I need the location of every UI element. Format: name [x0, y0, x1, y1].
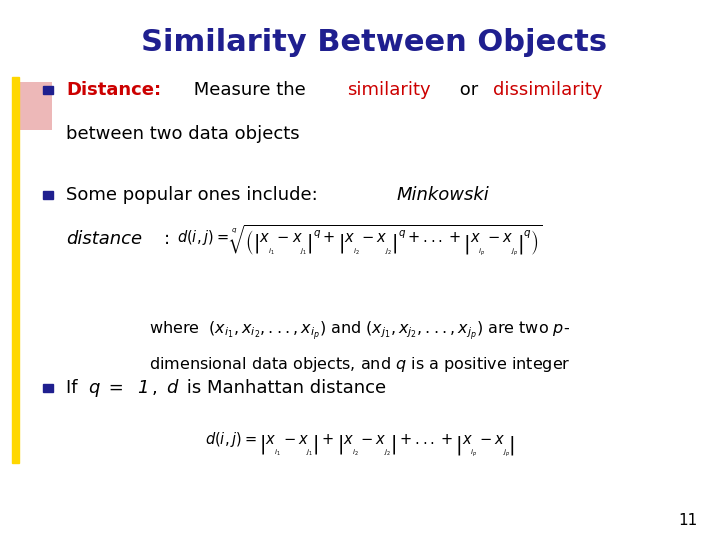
- Text: If: If: [66, 379, 84, 397]
- Text: Similarity Between Objects: Similarity Between Objects: [141, 28, 608, 57]
- Text: Distance:: Distance:: [66, 81, 161, 99]
- Text: :: :: [163, 230, 170, 248]
- Text: =: =: [103, 379, 129, 397]
- Text: dissimilarity: dissimilarity: [493, 81, 603, 99]
- Text: 11: 11: [678, 513, 697, 528]
- Text: $d(i,j)=\sqrt[q]{\left(\left|x_{\underset{i_1}{}}-x_{\underset{j_1}{}}\right|^q+: $d(i,j)=\sqrt[q]{\left(\left|x_{\underse…: [177, 223, 543, 258]
- Text: d: d: [166, 379, 178, 397]
- Text: where  $(x_{i_1}, x_{i_2}, ..., x_{i_p})$ and $(x_{j_1}, x_{j_2}, ..., x_{j_p})$: where $(x_{i_1}, x_{i_2}, ..., x_{i_p})$…: [150, 320, 570, 343]
- Bar: [42, 191, 53, 199]
- FancyBboxPatch shape: [16, 82, 52, 130]
- Bar: [12, 77, 19, 463]
- Text: between two data objects: between two data objects: [66, 125, 300, 143]
- Text: distance: distance: [66, 230, 142, 248]
- Text: q: q: [88, 379, 99, 397]
- Text: or: or: [454, 81, 485, 99]
- Text: ,: ,: [152, 379, 163, 397]
- Text: similarity: similarity: [347, 81, 431, 99]
- Bar: [42, 384, 53, 392]
- Text: dimensional data objects, and $q$ is a positive integer: dimensional data objects, and $q$ is a p…: [149, 355, 571, 374]
- Bar: [42, 86, 53, 94]
- Text: is Manhattan distance: is Manhattan distance: [181, 379, 386, 397]
- Text: Some popular ones include:: Some popular ones include:: [66, 186, 323, 204]
- Text: 1: 1: [137, 379, 148, 397]
- Text: $d(i,j)=\left|x_{\underset{i_1}{}}-x_{\underset{j_1}{}}\right|+\left|x_{\underse: $d(i,j)=\left|x_{\underset{i_1}{}}-x_{\u…: [205, 430, 515, 459]
- Text: Measure the: Measure the: [188, 81, 312, 99]
- Text: Minkowski: Minkowski: [397, 186, 490, 204]
